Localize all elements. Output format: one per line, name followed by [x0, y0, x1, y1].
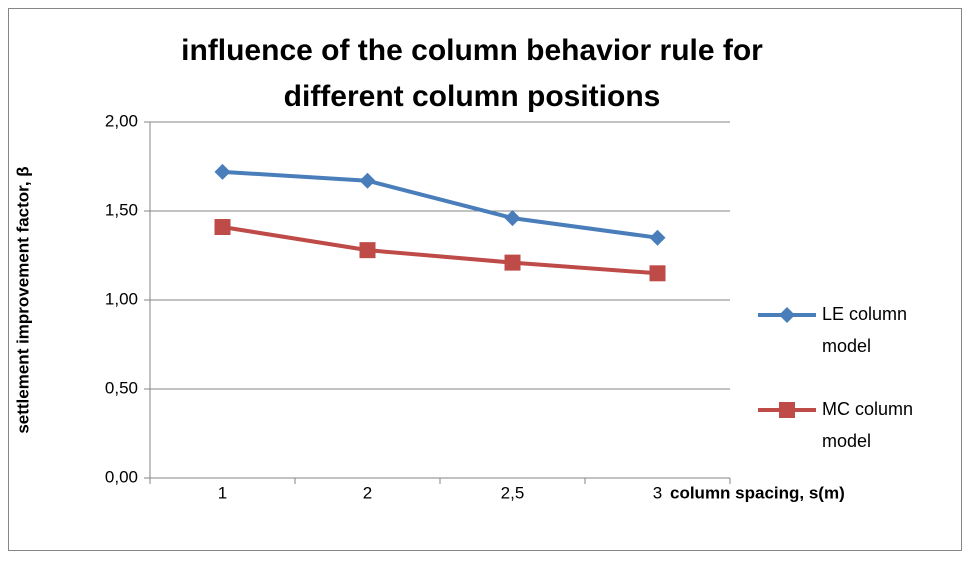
- marker: [214, 163, 231, 180]
- x-axis-label: column spacing, s(m): [670, 483, 845, 502]
- marker: [504, 254, 521, 271]
- marker: [779, 402, 795, 418]
- legend-entry: LE column model: [822, 304, 908, 356]
- x-tick-label: 2,5: [501, 483, 525, 502]
- legend-label: LE column model: [822, 304, 908, 356]
- series-line: [222, 169, 658, 240]
- chart-title: different column positions: [284, 80, 661, 113]
- marker: [504, 210, 521, 227]
- chart-title: influence of the column behavior rule fo…: [181, 34, 763, 67]
- legend-label: MC column model: [822, 399, 914, 451]
- marker: [359, 172, 376, 189]
- y-tick-label: 1,50: [105, 200, 138, 219]
- marker: [649, 265, 666, 282]
- series-line: [222, 225, 658, 276]
- marker: [779, 307, 795, 323]
- legend-entry: MC column model: [822, 399, 914, 451]
- x-tick-label: 2: [363, 483, 372, 502]
- chart-border: [8, 8, 962, 551]
- x-tick-label: 1: [218, 483, 227, 502]
- x-tick-label: 3: [653, 483, 662, 502]
- y-tick-label: 0,50: [105, 378, 138, 397]
- marker: [359, 242, 376, 259]
- marker: [649, 229, 666, 246]
- marker: [214, 219, 231, 236]
- y-tick-label: 0,00: [105, 467, 138, 486]
- y-tick-label: 1,00: [105, 289, 138, 308]
- y-axis-label: settlement improvement factor, β: [13, 166, 32, 433]
- y-tick-label: 2,00: [105, 111, 138, 130]
